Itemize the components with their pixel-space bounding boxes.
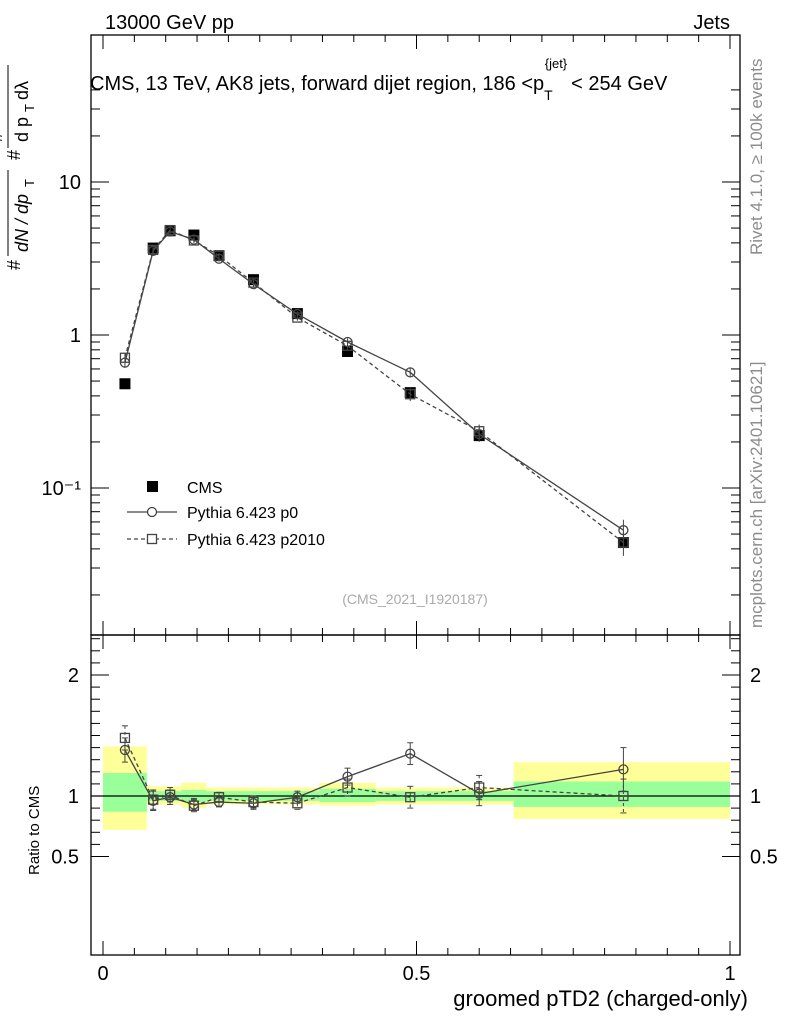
ratio-band-inner-bin: [513, 781, 730, 807]
legend-label-p2010: Pythia 6.423 p2010: [187, 532, 325, 549]
ratio-data-point: [248, 796, 259, 808]
main-data-point: [119, 378, 131, 390]
main-data-point: [148, 244, 159, 256]
legend-marker-cms: [147, 481, 158, 492]
svg-text:T: T: [22, 104, 37, 112]
main-data-point: [188, 235, 200, 246]
ratio-y-tick-label: 0.5: [51, 847, 79, 869]
ratio-y-tick-label: 2: [68, 665, 79, 687]
x-tick-label: 1: [724, 963, 735, 985]
svg-text:#: #: [4, 260, 24, 270]
ratio-y-tick-label-right: 1: [750, 786, 761, 808]
ratio-data-point: [474, 782, 485, 793]
ratio-plot-frame: [90, 634, 741, 956]
ratio-data-point: [213, 792, 225, 803]
main-y-axis-label: # dN / dp T 1 # d p T # dλ d²N: [0, 65, 37, 270]
plot-title: CMS, 13 TeV, AK8 jets, forward dijet reg…: [90, 56, 668, 103]
ratio-y-tick-label-right: 2: [750, 665, 761, 687]
ratio-y-tick-label-right: 0.5: [750, 847, 778, 869]
main-y-tick-label: 10⁻¹: [42, 478, 82, 500]
main-data-point: [248, 277, 259, 288]
x-tick-label: 0: [97, 963, 108, 985]
main-data-point: [618, 537, 629, 548]
svg-text:d p: d p: [12, 117, 32, 142]
main-data-point: [119, 352, 131, 363]
main-data-point: [405, 389, 416, 400]
header-jets-label: Jets: [693, 12, 730, 34]
ratio-data-point: [164, 789, 176, 800]
ratio-y-tick-label: 1: [68, 786, 79, 808]
ratio-data-point: [292, 792, 303, 803]
ratio-series-line: [124, 737, 624, 807]
svg-text:#: #: [4, 150, 24, 160]
ratio-data-point: [292, 798, 303, 809]
header-energy-label: 13000 GeV pp: [105, 12, 234, 34]
ratio-data-point: [188, 800, 200, 811]
ratio-data-point: [405, 792, 416, 803]
svg-text:dλ: dλ: [12, 81, 32, 100]
ratio-band-inner-bin: [103, 773, 147, 812]
main-data-point: [213, 250, 225, 261]
main-data-point: [405, 367, 416, 378]
svg-text:d²N: d²N: [0, 79, 4, 108]
main-series-line: [124, 229, 624, 544]
analysis-reference: (CMS_2021_I1920187): [342, 591, 488, 607]
legend: CMS Pythia 6.423 p0 Pythia 6.423 p2010: [127, 480, 325, 549]
ratio-data-point: [618, 764, 629, 775]
main-data-point: [474, 426, 485, 437]
ratio-data-point: [618, 790, 629, 802]
main-data-point: [292, 312, 303, 323]
svg-text:1: 1: [0, 211, 5, 222]
svg-text:T: T: [22, 179, 37, 187]
ratio-data-point: [119, 732, 131, 744]
main-y-tick-label: 1: [70, 325, 81, 347]
chart-marks: 0 0.5 1 10⁻¹ 1 10 0.5 0.5 1 1 2 2: [42, 34, 778, 985]
legend-label-p0: Pythia 6.423 p0: [187, 505, 298, 522]
mcplots-source-label: mcplots.cern.ch [arXiv:2401.10621]: [747, 362, 766, 628]
ratio-data-point: [342, 782, 353, 793]
x-axis-label: groomed pTD2 (charged-only): [453, 986, 748, 1011]
main-y-tick-label: 10: [59, 172, 81, 194]
legend-marker-p2010: [146, 533, 158, 545]
x-tick-label: 0.5: [403, 963, 431, 985]
main-data-point: [342, 340, 353, 351]
legend-label-cms: CMS: [187, 480, 223, 497]
svg-text:dN / dp: dN / dp: [12, 194, 32, 252]
legend-marker-p0: [146, 506, 158, 518]
rivet-version-label: Rivet 4.1.0, ≥ 100k events: [747, 59, 766, 255]
main-data-point: [342, 346, 354, 358]
ratio-data-point: [405, 748, 416, 759]
main-data-point: [164, 224, 176, 236]
ratio-data-point: [148, 794, 159, 805]
svg-text:#: #: [0, 132, 6, 142]
ratio-y-axis-label: Ratio to CMS: [26, 786, 43, 875]
